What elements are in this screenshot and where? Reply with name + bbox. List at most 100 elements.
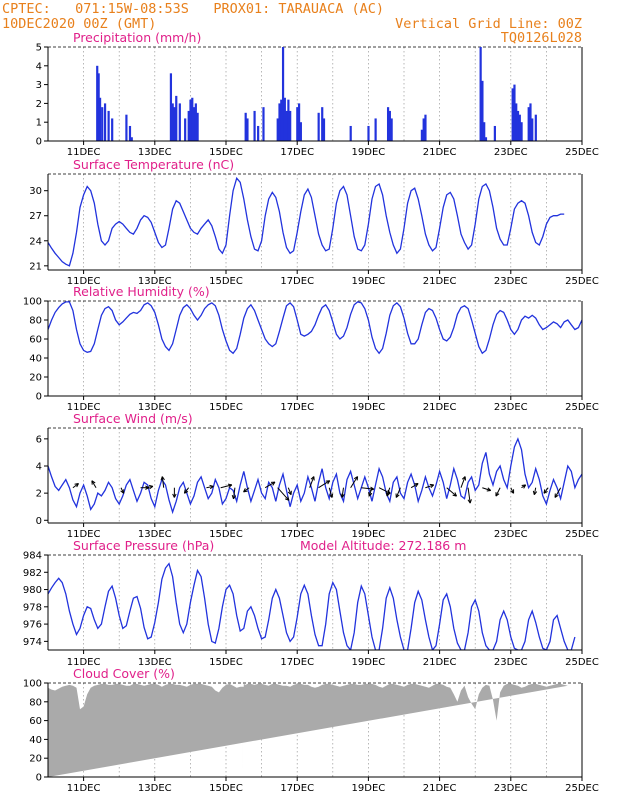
wind-arrow bbox=[183, 487, 190, 494]
x-tick-label: 15DEC bbox=[209, 147, 243, 158]
precip-bar bbox=[534, 114, 537, 141]
wind-arrow bbox=[368, 487, 373, 497]
x-tick-label: 19DEC bbox=[352, 276, 386, 287]
x-tick-label: 23DEC bbox=[494, 783, 528, 794]
y-tick-label: 0 bbox=[36, 773, 42, 784]
rh-series-line bbox=[48, 301, 582, 355]
x-tick-label: 21DEC bbox=[423, 402, 457, 413]
x-tick-label: 25DEC bbox=[565, 783, 599, 794]
y-tick-label: 984 bbox=[23, 551, 42, 562]
panel-title-pressure: Surface Pressure (hPa) bbox=[73, 538, 214, 553]
precip-bar bbox=[322, 118, 326, 141]
precip-bar bbox=[515, 103, 518, 141]
x-tick-label: 15DEC bbox=[209, 402, 243, 413]
wind-arrow bbox=[72, 483, 79, 489]
precip-bar bbox=[529, 103, 532, 141]
precip-bar bbox=[169, 73, 173, 141]
panel-pressure: 974 976 978 980 982 984 11DEC 13DEC 15DEC 17DEC 19… bbox=[23, 538, 599, 668]
wind-arrow bbox=[277, 487, 290, 501]
wind-arrow bbox=[482, 487, 492, 492]
precip-bar bbox=[388, 110, 391, 141]
precip-bar bbox=[516, 110, 520, 141]
x-tick-label: 25DEC bbox=[565, 276, 599, 287]
panel-cloud: 0 20 40 60 80 100 11DEC 13DEC 15DEC 17DEC 19DEC 21D… bbox=[23, 666, 599, 794]
y-tick-label: 4 bbox=[36, 61, 42, 72]
cloud-cover-area bbox=[48, 683, 568, 777]
precip-bar bbox=[196, 112, 199, 141]
wind-arrow bbox=[521, 484, 527, 489]
x-tick-label: 13DEC bbox=[138, 529, 172, 540]
precip-bar bbox=[187, 110, 190, 141]
wind-arrow bbox=[120, 487, 125, 494]
x-tick-label: 19DEC bbox=[352, 147, 386, 158]
panel-precip: 0 1 2 3 4 5 11DEC 13DEC 15DEC 17DEC 19DEC 21DEC 23DE… bbox=[36, 30, 599, 158]
precip-bar bbox=[184, 118, 187, 141]
precip-bar bbox=[178, 103, 181, 141]
panel-title-cloud: Cloud Cover (%) bbox=[73, 666, 175, 681]
y-tick-label: 40 bbox=[29, 354, 42, 365]
precip-bar bbox=[285, 110, 288, 141]
wind-arrow bbox=[460, 476, 467, 488]
wind-arrow bbox=[172, 487, 177, 498]
wind-arrow bbox=[309, 476, 315, 488]
wind-arrow bbox=[206, 484, 214, 490]
x-tick-label: 17DEC bbox=[280, 529, 314, 540]
y-tick-label: 40 bbox=[29, 735, 42, 746]
temp-series-line bbox=[48, 176, 565, 267]
y-tick-label: 6 bbox=[36, 434, 42, 445]
y-tick-label: 24 bbox=[29, 236, 42, 247]
precip-bar bbox=[484, 137, 488, 141]
x-tick-label: 13DEC bbox=[138, 657, 172, 668]
precip-bar bbox=[257, 125, 260, 141]
x-tick-label: 19DEC bbox=[352, 402, 386, 413]
y-tick-label: 976 bbox=[23, 620, 42, 631]
wind-arrow bbox=[220, 483, 233, 489]
precip-bar bbox=[280, 99, 283, 141]
wind-series-line bbox=[48, 437, 582, 515]
wind-arrow bbox=[446, 487, 457, 497]
wind-arrow bbox=[395, 487, 401, 498]
x-tick-label: 13DEC bbox=[138, 276, 172, 287]
precip-bar bbox=[422, 118, 425, 141]
wind-arrow bbox=[340, 487, 345, 498]
precip-bar bbox=[171, 103, 174, 141]
precip-bar bbox=[420, 129, 423, 141]
x-tick-label: 23DEC bbox=[494, 402, 528, 413]
header-line-2: 10DEC2020 00Z (GMT) bbox=[2, 16, 157, 32]
precip-bar bbox=[513, 84, 516, 141]
precip-bar bbox=[531, 118, 534, 141]
x-tick-label: 17DEC bbox=[280, 402, 314, 413]
wind-arrow bbox=[532, 487, 538, 496]
panel-temp: 21 24 27 30 11DEC 13DEC 15DEC 17DEC 19DEC 21DEC 23… bbox=[29, 157, 599, 287]
precip-bar bbox=[511, 88, 514, 141]
x-tick-label: 21DEC bbox=[423, 147, 457, 158]
y-tick-label: 100 bbox=[23, 679, 42, 690]
x-tick-label: 11DEC bbox=[67, 276, 101, 287]
precip-bar bbox=[103, 103, 107, 141]
precip-bar bbox=[244, 112, 247, 141]
panel-wind: 0 2 4 6 11DEC 13DEC 15DEC 17DEC 19DEC 21DEC 23DEC 2… bbox=[36, 411, 599, 540]
wind-arrow bbox=[160, 476, 165, 488]
x-tick-label: 25DEC bbox=[565, 402, 599, 413]
header-grid-note: Vertical Grid Line: 00Z bbox=[395, 16, 582, 32]
precip-bar bbox=[386, 107, 390, 141]
wind-arrow bbox=[543, 487, 549, 494]
precip-bar bbox=[96, 65, 99, 141]
y-tick-label: 60 bbox=[29, 716, 42, 727]
precip-bar bbox=[111, 118, 114, 141]
x-tick-label: 25DEC bbox=[565, 147, 599, 158]
x-tick-label: 21DEC bbox=[423, 657, 457, 668]
y-tick-label: 27 bbox=[29, 211, 42, 222]
precip-bar bbox=[317, 112, 320, 141]
precip-bar bbox=[191, 97, 194, 141]
x-tick-label: 23DEC bbox=[494, 276, 528, 287]
precip-bar bbox=[297, 103, 301, 141]
precip-bar bbox=[283, 97, 286, 141]
precip-bar bbox=[299, 122, 302, 141]
y-tick-label: 974 bbox=[23, 637, 42, 648]
y-tick-label: 0 bbox=[36, 137, 42, 148]
precip-bar bbox=[276, 118, 279, 141]
y-tick-label: 2 bbox=[36, 99, 42, 110]
panel-rh: 0 20 40 60 80 100 11DEC 13DEC 15DEC 17DEC 19DEC 21D… bbox=[23, 284, 599, 413]
wind-arrow bbox=[467, 487, 472, 504]
